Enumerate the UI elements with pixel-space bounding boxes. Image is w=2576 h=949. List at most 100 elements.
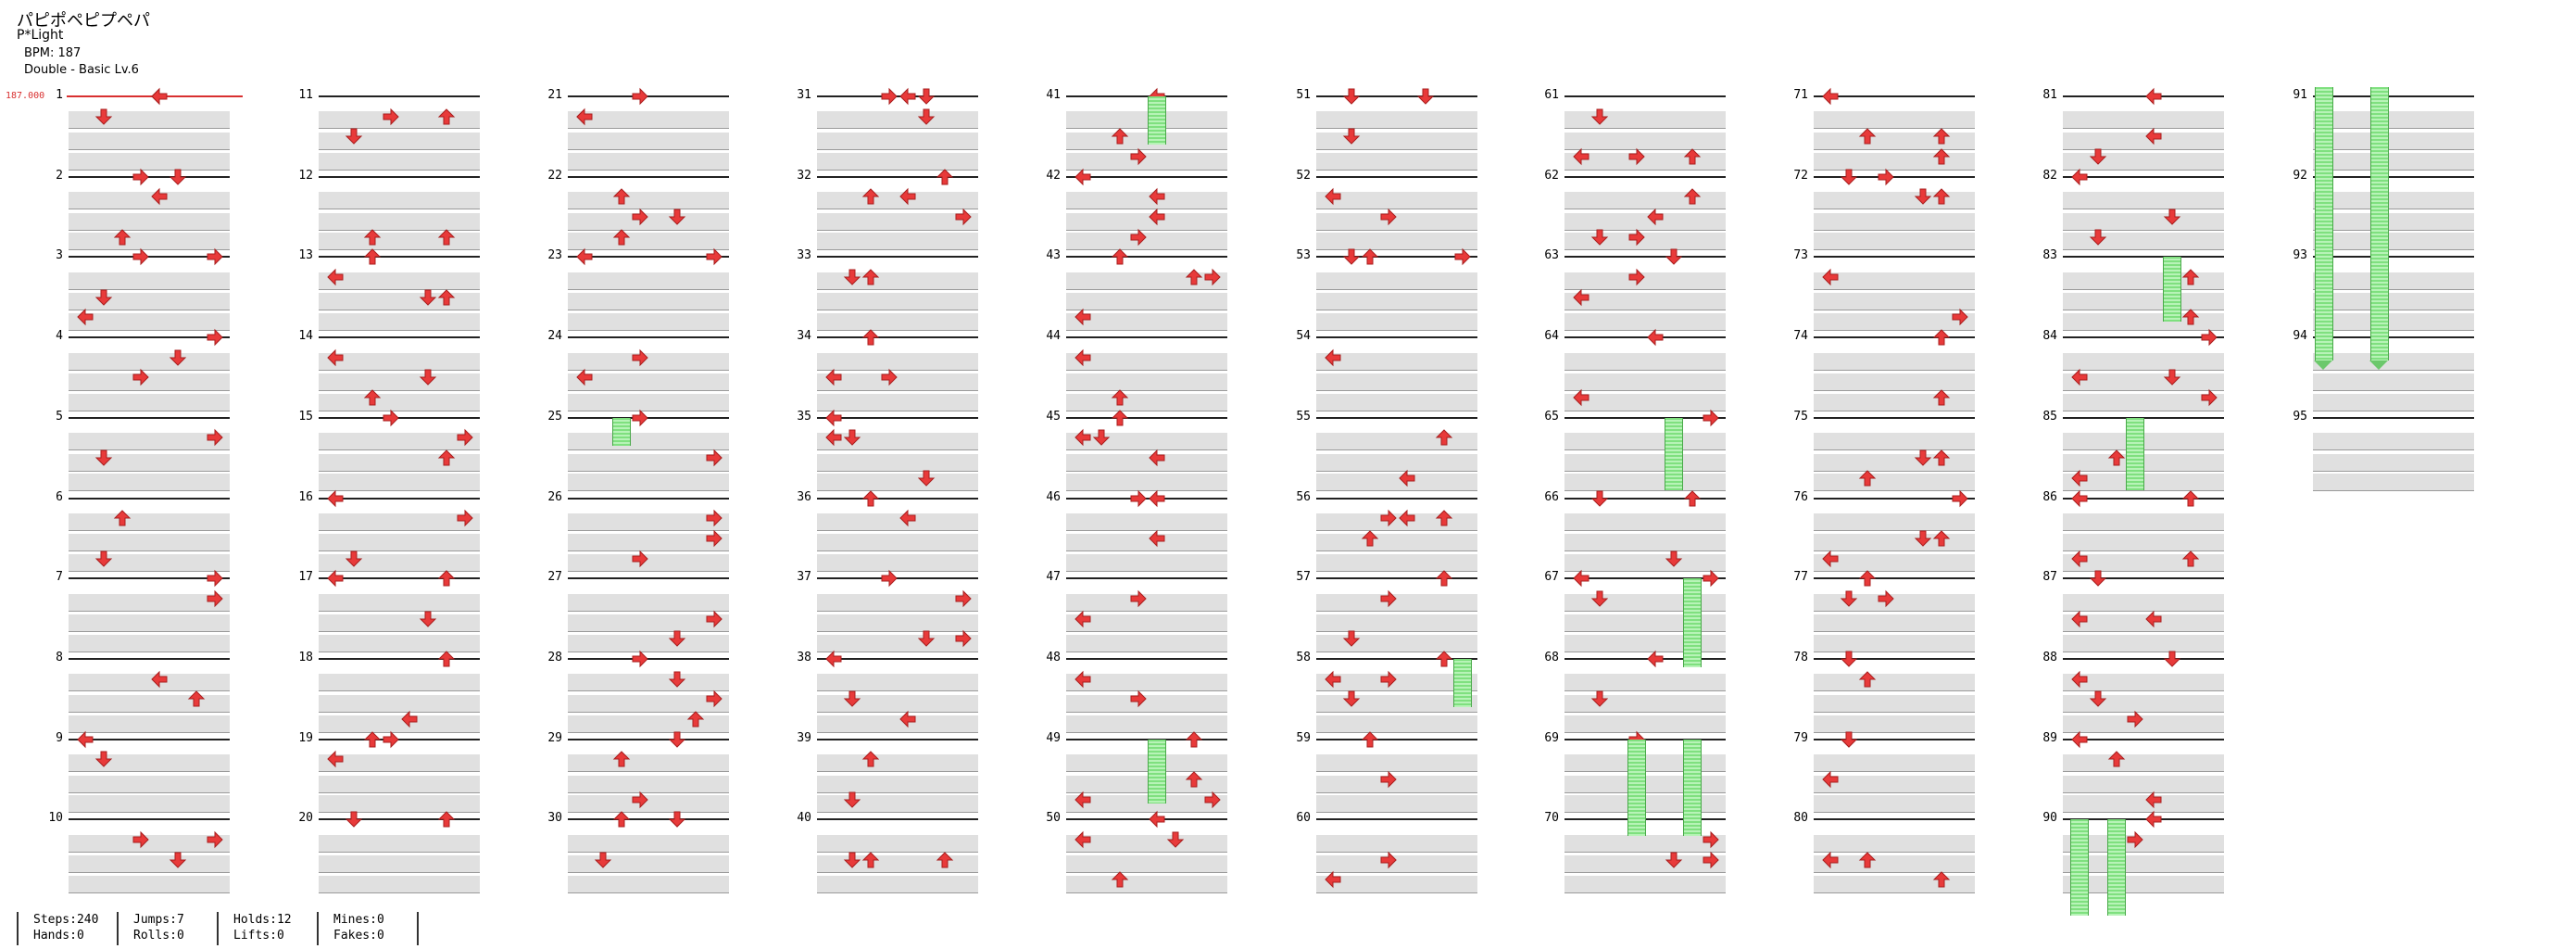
arrow-note-icon xyxy=(382,108,400,126)
beat-band xyxy=(319,313,480,332)
beat-band xyxy=(1564,674,1726,692)
beat-band xyxy=(1564,352,1726,371)
measure-line xyxy=(1814,497,1975,500)
arrow-note-icon xyxy=(2144,87,2163,106)
beat-band xyxy=(2313,453,2474,472)
beat-band xyxy=(69,152,230,171)
beat-band xyxy=(1564,373,1726,392)
beat-band xyxy=(1564,433,1726,451)
arrow-note-icon xyxy=(1398,509,1416,527)
beat-band xyxy=(1564,715,1726,733)
beat-band xyxy=(1564,875,1726,893)
arrow-note-icon xyxy=(1858,469,1877,487)
stat-rolls: Rolls:0 xyxy=(133,929,184,943)
arrow-note-icon xyxy=(206,589,224,608)
beat-band xyxy=(568,111,729,130)
beat-band xyxy=(1814,313,1975,332)
measure-number: 85 xyxy=(2042,409,2057,424)
measure-line xyxy=(1066,336,1227,339)
beat-band xyxy=(1316,855,1477,874)
measure-line xyxy=(2063,95,2224,97)
arrow-note-icon xyxy=(1361,730,1379,749)
measure-number: 45 xyxy=(1046,409,1061,424)
measure-line xyxy=(1316,818,1477,821)
measure-number: 47 xyxy=(1046,570,1061,585)
arrow-note-icon xyxy=(631,650,649,668)
arrow-note-icon xyxy=(917,469,936,487)
measure-line xyxy=(69,657,230,660)
beat-band xyxy=(817,634,978,652)
beat-band xyxy=(568,393,729,411)
arrow-note-icon xyxy=(705,509,723,527)
beat-band xyxy=(568,554,729,573)
measure-line xyxy=(568,577,729,580)
measure-line xyxy=(319,818,480,821)
stat-group-steps: Steps:240 Hands:0 xyxy=(17,912,98,945)
measure-line xyxy=(1814,256,1975,259)
beat-band xyxy=(817,453,978,472)
measure-number: 31 xyxy=(797,88,811,102)
beat-band xyxy=(1564,212,1726,231)
beat-band xyxy=(319,834,480,853)
arrow-note-icon xyxy=(169,851,187,869)
measure-number: 33 xyxy=(797,248,811,263)
arrow-note-icon xyxy=(132,830,150,849)
measure-line xyxy=(817,497,978,500)
arrow-note-icon xyxy=(1702,851,1720,869)
beat-band xyxy=(1814,272,1975,290)
arrow-note-icon xyxy=(1932,529,1951,548)
measure-line xyxy=(568,175,729,178)
measure-number: 10 xyxy=(48,811,63,826)
arrow-note-icon xyxy=(206,569,224,588)
beat-band xyxy=(1564,293,1726,311)
measure-line xyxy=(568,738,729,740)
arrow-note-icon xyxy=(456,428,474,447)
arrow-note-icon xyxy=(2181,268,2200,286)
arrow-note-icon xyxy=(861,328,880,347)
hold-note-icon xyxy=(2163,257,2181,322)
measure-number: 69 xyxy=(1544,730,1559,745)
beat-band xyxy=(1066,192,1227,210)
beat-band xyxy=(1564,393,1726,411)
beat-band xyxy=(817,715,978,733)
measure-number: 60 xyxy=(1296,811,1311,826)
beat-band xyxy=(817,132,978,150)
beat-band xyxy=(1066,694,1227,713)
measure-number: 75 xyxy=(1793,409,1808,424)
beat-band xyxy=(817,512,978,531)
beat-band xyxy=(1564,272,1726,290)
beat-band xyxy=(817,212,978,231)
beat-band xyxy=(1564,132,1726,150)
arrow-note-icon xyxy=(206,428,224,447)
measure-line xyxy=(2063,818,2224,821)
arrow-note-icon xyxy=(1111,247,1129,266)
arrow-note-icon xyxy=(861,489,880,508)
beat-band xyxy=(1316,373,1477,392)
arrow-note-icon xyxy=(1840,589,1858,608)
arrow-note-icon xyxy=(1129,690,1148,708)
beat-band xyxy=(568,373,729,392)
beat-band xyxy=(1066,111,1227,130)
arrow-note-icon xyxy=(2144,127,2163,146)
arrow-note-icon xyxy=(169,348,187,367)
arrow-note-icon xyxy=(1203,791,1222,809)
measure-line xyxy=(2063,738,2224,740)
arrow-note-icon xyxy=(437,810,456,829)
arrow-note-icon xyxy=(1932,328,1951,347)
arrow-note-icon xyxy=(954,208,973,226)
beat-band xyxy=(1316,474,1477,492)
measure-line xyxy=(1316,738,1477,740)
beat-band xyxy=(1066,313,1227,332)
beat-band xyxy=(319,534,480,552)
beat-band xyxy=(568,694,729,713)
arrow-note-icon xyxy=(631,409,649,427)
arrow-note-icon xyxy=(437,449,456,467)
beat-band xyxy=(1564,474,1726,492)
arrow-note-icon xyxy=(1324,348,1342,367)
hold-note-icon xyxy=(2107,819,2126,917)
beat-band xyxy=(1564,111,1726,130)
beat-band xyxy=(1564,512,1726,531)
beat-band xyxy=(2313,393,2474,411)
arrow-note-icon xyxy=(326,750,345,768)
arrow-note-icon xyxy=(2181,550,2200,568)
